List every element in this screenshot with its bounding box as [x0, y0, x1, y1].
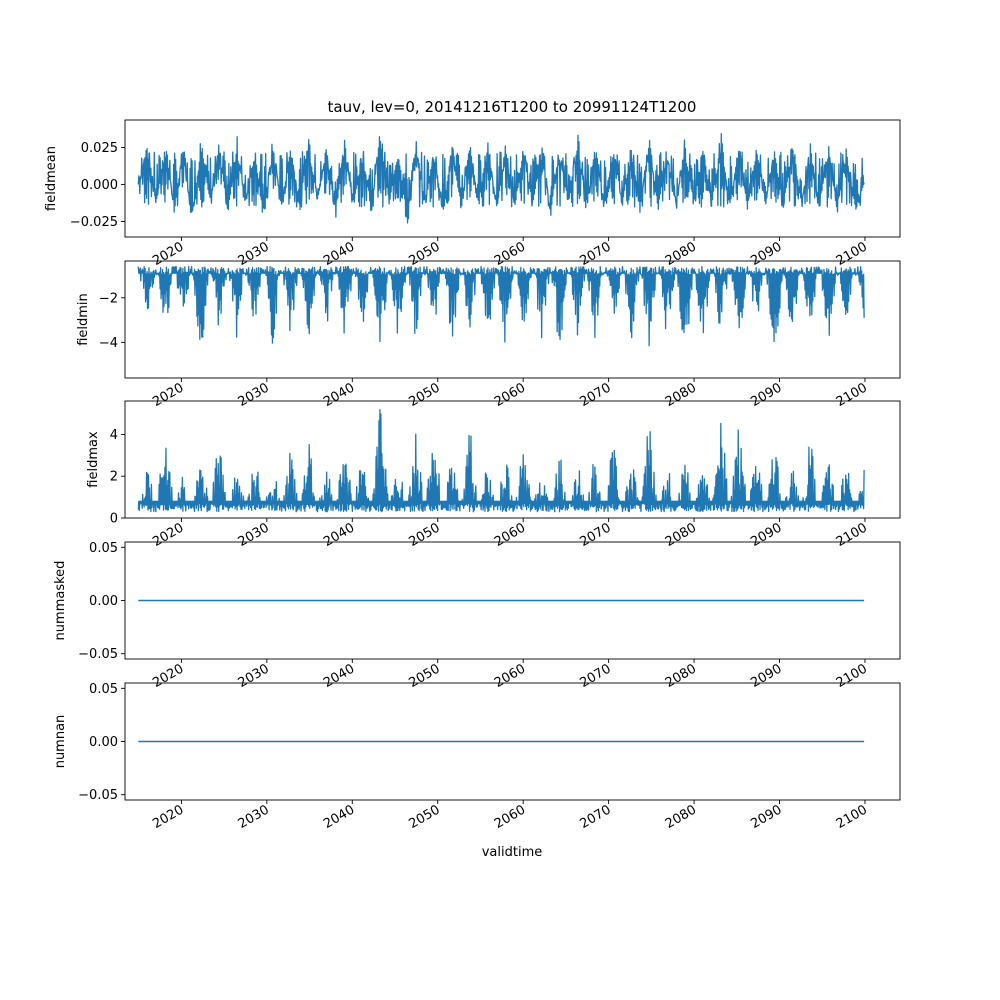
axes-frame	[124, 400, 901, 519]
chart-title: tauv, lev=0, 20141216T1200 to 20991124T1…	[328, 98, 697, 116]
y-tick-label: 0.05	[89, 541, 118, 556]
y-tick-label: 0	[110, 512, 118, 527]
axes-frame	[124, 260, 901, 379]
y-tick-label: −0.05	[78, 788, 118, 803]
y-axis-label: fieldmin	[76, 293, 91, 346]
y-tick-label: 0.05	[89, 682, 118, 697]
y-axis-label: fieldmax	[86, 431, 101, 488]
y-tick-label: 4	[110, 428, 118, 443]
y-tick-label: −2	[99, 291, 118, 306]
y-axis-label: nummasked	[53, 561, 68, 641]
y-tick-label: 0.00	[89, 594, 118, 609]
y-axis-label: fieldmean	[44, 146, 59, 211]
y-tick-label: −4	[99, 336, 118, 351]
y-tick-label: 2	[110, 470, 118, 485]
x-axis-label: validtime	[482, 845, 543, 860]
series-line-fieldmin	[137, 265, 865, 347]
y-tick-label: −0.025	[70, 215, 118, 230]
y-tick-label: −0.05	[78, 647, 118, 662]
y-tick-label: 0.000	[81, 178, 118, 193]
axes-frame	[124, 119, 901, 238]
y-axis-label: numnan	[53, 715, 68, 769]
series-line-fieldmean	[137, 132, 865, 224]
y-tick-label: 0.00	[89, 735, 118, 750]
series-line-fieldmax	[137, 409, 865, 513]
y-tick-label: 0.025	[81, 141, 118, 156]
